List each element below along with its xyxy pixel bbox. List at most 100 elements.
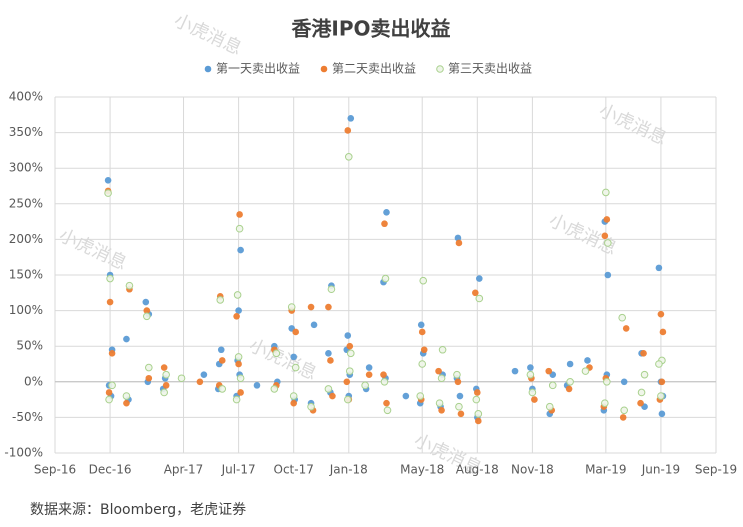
y-tick-label: 0% — [24, 374, 43, 388]
data-point — [217, 346, 225, 354]
data-point — [232, 395, 241, 404]
data-point — [233, 312, 240, 320]
data-point — [601, 399, 609, 407]
y-tick-label: 150% — [9, 268, 43, 282]
x-tick-label: Dec-16 — [89, 463, 132, 477]
data-point — [291, 363, 300, 372]
data-point — [160, 388, 168, 397]
data-point — [307, 303, 315, 311]
data-point — [381, 220, 388, 228]
y-tick-label: 100% — [9, 303, 43, 317]
data-point — [365, 364, 373, 371]
data-point — [474, 410, 483, 418]
data-point — [454, 378, 462, 386]
data-point — [344, 153, 353, 161]
data-point — [123, 399, 130, 407]
data-point — [289, 392, 298, 400]
data-point — [640, 370, 649, 379]
data-point — [416, 392, 425, 400]
legend-marker — [204, 65, 212, 73]
data-point — [125, 281, 134, 290]
data-point — [272, 349, 281, 358]
data-point — [235, 307, 242, 314]
data-point — [234, 353, 243, 361]
data-point — [531, 396, 538, 403]
data-point — [438, 345, 447, 354]
data-point — [402, 392, 410, 400]
y-tick-label: 250% — [9, 196, 43, 210]
data-point — [438, 406, 445, 414]
data-point — [637, 388, 646, 397]
data-point — [659, 328, 667, 336]
data-point — [545, 367, 553, 375]
data-point — [658, 378, 666, 386]
x-tick-label: Jul-17 — [221, 463, 256, 477]
data-point — [657, 310, 665, 318]
data-point — [143, 312, 151, 321]
x-tick-label: Jun-19 — [641, 463, 680, 477]
data-point — [453, 370, 461, 379]
data-point — [511, 367, 519, 375]
data-point — [104, 177, 112, 184]
x-tick-label: Nov-18 — [511, 463, 554, 477]
data-point — [105, 395, 113, 404]
watermark: 小虎消息 — [171, 10, 245, 59]
data-point — [476, 275, 483, 282]
legend-label: 第三天卖出收益 — [448, 62, 532, 76]
data-point — [381, 274, 390, 283]
legend-marker — [436, 65, 444, 73]
data-point — [418, 328, 426, 336]
data-point — [602, 188, 610, 197]
data-point — [218, 385, 227, 393]
data-point — [270, 385, 279, 393]
y-tick-label: 350% — [9, 125, 43, 139]
data-point — [581, 367, 590, 375]
data-point — [324, 385, 333, 393]
data-point — [233, 291, 242, 299]
data-point — [310, 321, 318, 329]
data-point — [380, 371, 387, 378]
data-point — [236, 211, 243, 218]
data-point — [435, 399, 444, 407]
y-tick-label: 400% — [9, 90, 43, 104]
data-point — [528, 388, 537, 397]
data-point — [287, 303, 296, 311]
data-point — [290, 399, 297, 407]
data-point — [584, 357, 591, 364]
data-point — [290, 353, 297, 361]
data-point — [200, 371, 208, 378]
data-point — [419, 276, 428, 285]
data-point — [455, 402, 463, 411]
x-tick-label: Apr-17 — [164, 463, 204, 477]
data-point — [162, 382, 170, 389]
data-point — [655, 264, 663, 272]
legend-label: 第二天卖出收益 — [332, 62, 416, 76]
data-point — [345, 367, 354, 375]
data-point — [417, 321, 425, 329]
data-point — [196, 378, 204, 386]
data-point — [566, 360, 574, 368]
data-point — [237, 389, 244, 396]
data-point — [343, 395, 352, 404]
x-tick-label: Sep-19 — [695, 463, 737, 477]
data-point — [604, 239, 612, 247]
data-point — [604, 271, 612, 279]
watermark: 小虎消息 — [246, 335, 320, 384]
data-point — [292, 328, 299, 336]
x-tick-label: May-18 — [400, 463, 444, 477]
data-point — [620, 378, 628, 386]
data-point — [160, 364, 168, 371]
data-point — [177, 374, 186, 383]
data-point — [123, 335, 130, 343]
chart-title: 香港IPO卖出收益 — [291, 17, 450, 41]
data-point — [474, 389, 481, 396]
data-point — [327, 285, 336, 294]
y-tick-label: 200% — [9, 232, 43, 246]
data-point — [454, 234, 462, 242]
data-point — [655, 360, 663, 368]
data-point — [347, 115, 355, 122]
data-point — [565, 385, 573, 393]
data-point — [383, 399, 390, 407]
data-point — [343, 378, 351, 386]
